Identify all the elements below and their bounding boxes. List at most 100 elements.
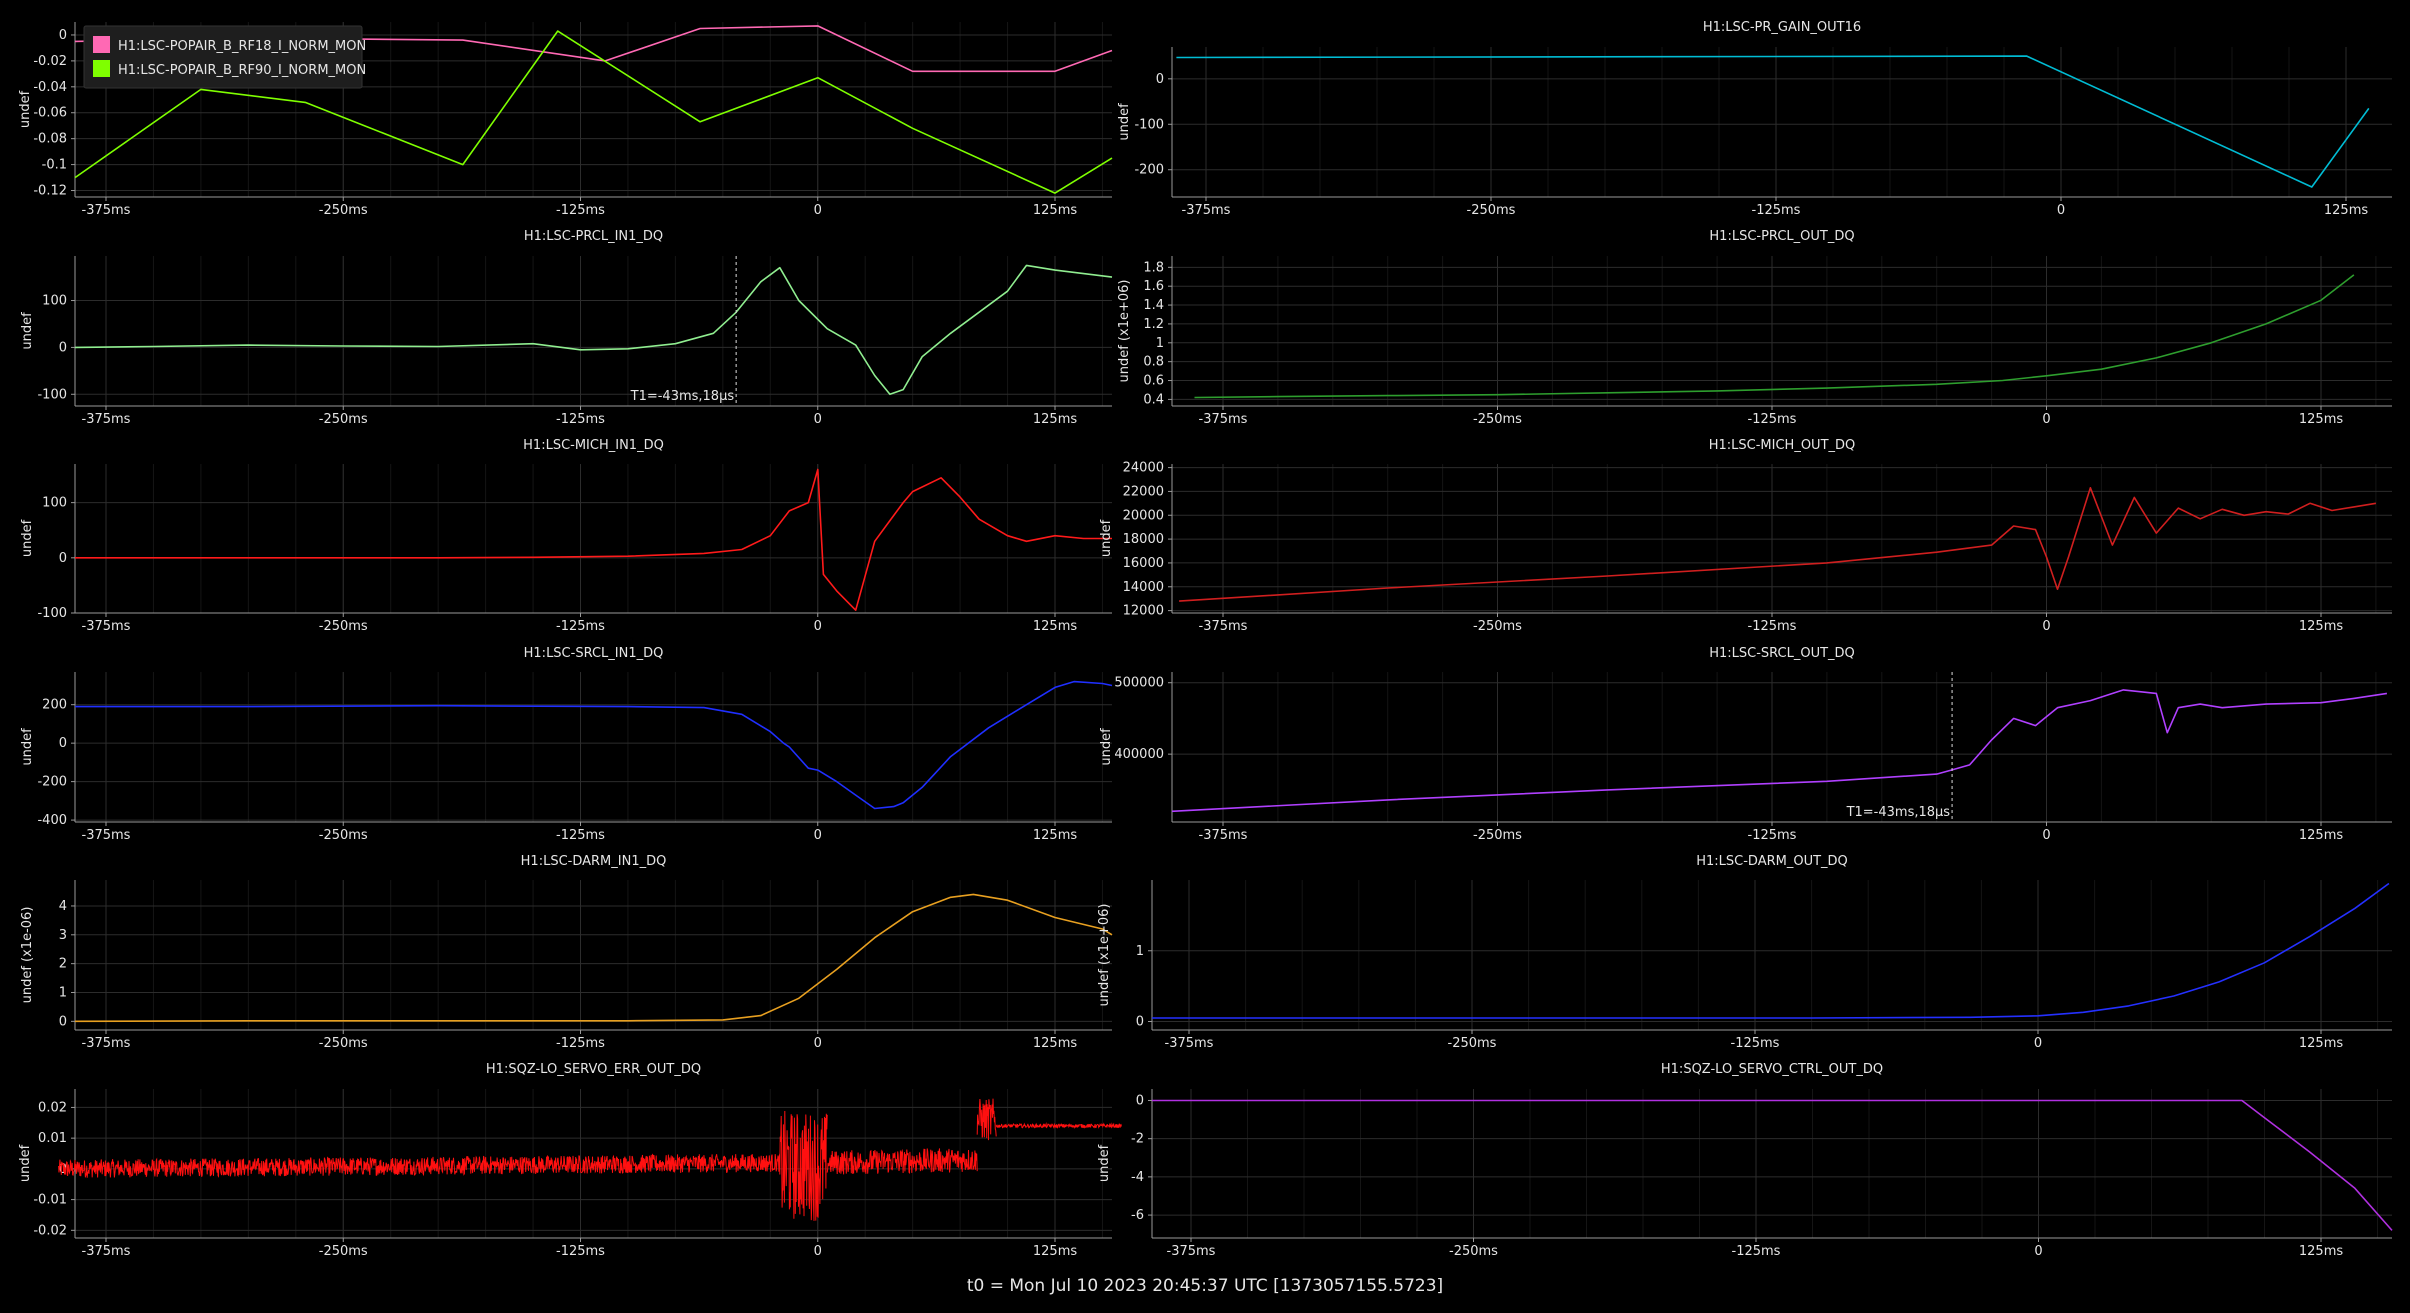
x-tick-label: 125ms: [1033, 619, 1077, 634]
series-line-1: [74, 893, 1113, 1023]
x-tick-label: 0: [2057, 203, 2065, 218]
y-tick-label: 0.8: [1143, 355, 1164, 370]
x-tick-label: -375ms: [1167, 1244, 1216, 1259]
y-tick-label: 500000: [1114, 676, 1164, 691]
x-tick-label: -250ms: [1467, 203, 1516, 218]
y-tick-label: 16000: [1123, 556, 1164, 571]
chart-title: H1:LSC-PR_GAIN_OUT16: [1703, 20, 1861, 35]
x-tick-label: -125ms: [556, 828, 605, 843]
x-tick-label: 125ms: [1033, 828, 1077, 843]
x-tick-label: -375ms: [1199, 828, 1248, 843]
x-tick-label: -375ms: [1199, 619, 1248, 634]
x-tick-label: 125ms: [2299, 412, 2343, 427]
series-line-2: [74, 30, 1113, 194]
x-tick-label: -125ms: [556, 203, 605, 218]
y-tick-label: -200: [37, 775, 67, 790]
y-tick-label: 24000: [1123, 461, 1164, 476]
y-axis-label: undef: [20, 519, 35, 557]
chart-panel-10: -375ms -250ms -125ms 0 125ms 0 1 undef (x1e+06)…: [1097, 854, 2392, 1051]
y-tick-label: 1: [1156, 336, 1164, 351]
series-line-1: [75, 468, 1112, 611]
y-tick-label: 4: [59, 899, 67, 914]
chart-panel-5: -375ms -250ms -125ms 0 125ms 100 0 -100 undef H1:…: [20, 438, 1112, 634]
series-line-1: [75, 680, 1113, 810]
series-line-1: [1176, 55, 2370, 188]
x-tick-label: 0: [814, 1244, 822, 1259]
chart-panel-11: -375ms -250ms -125ms 0 125ms 0.02 0.01 0 -0.01 -0…: [18, 1062, 1122, 1259]
y-axis-label: undef: [20, 312, 35, 350]
noise-trace-4: [976, 1098, 997, 1141]
y-tick-label: 22000: [1123, 484, 1164, 499]
x-tick-label: -250ms: [319, 1036, 368, 1051]
x-tick-label: 0: [2034, 1244, 2042, 1259]
x-tick-label: -250ms: [1449, 1244, 1498, 1259]
y-tick-label: 200: [42, 698, 67, 713]
y-tick-label: -6: [1131, 1208, 1144, 1223]
x-tick-label: -125ms: [1731, 1036, 1780, 1051]
y-tick-label: -0.02: [33, 1223, 67, 1238]
x-tick-label: -125ms: [1748, 412, 1797, 427]
y-tick-label: -100: [1134, 117, 1164, 132]
y-tick-label: -100: [37, 387, 67, 402]
y-tick-label: -0.01: [33, 1193, 67, 1208]
y-axis-label: undef: [1099, 519, 1114, 557]
x-tick-label: -125ms: [1732, 1244, 1781, 1259]
y-tick-label: -0.08: [33, 132, 67, 147]
y-tick-label: 400000: [1114, 747, 1164, 762]
x-tick-label: 0: [814, 203, 822, 218]
y-tick-label: -0.06: [33, 106, 67, 121]
y-tick-label: -4: [1131, 1170, 1144, 1185]
x-tick-label: -375ms: [82, 828, 131, 843]
x-tick-label: -125ms: [556, 412, 605, 427]
x-tick-label: -250ms: [1473, 412, 1522, 427]
y-axis-label: undef (x1e+06): [1117, 280, 1132, 383]
chart-panel-1: -375ms -250ms -125ms 0 125ms 0 -0.02 -0.04 -0.06…: [18, 22, 1113, 218]
chart-panel-8: -375ms -250ms -125ms 0 125ms 400000 500000 unde…: [1099, 646, 2392, 843]
x-tick-label: -375ms: [82, 1244, 131, 1259]
y-tick-label: 0: [59, 340, 67, 355]
x-tick-label: 0: [814, 828, 822, 843]
legend-swatch: [93, 36, 110, 53]
x-tick-label: -250ms: [319, 828, 368, 843]
y-tick-label: 0.01: [38, 1131, 67, 1146]
x-tick-label: 125ms: [1033, 1036, 1077, 1051]
y-tick-label: 100: [42, 294, 67, 309]
y-tick-label: 20000: [1123, 508, 1164, 523]
y-axis-label: undef: [1099, 728, 1114, 766]
y-tick-label: -0.04: [33, 80, 67, 95]
legend-swatch: [93, 60, 110, 77]
noise-trace-5: [995, 1122, 1122, 1130]
y-tick-label: 14000: [1123, 580, 1164, 595]
y-tick-label: -200: [1134, 163, 1164, 178]
series-line-1: [1179, 487, 2377, 602]
chart-panel-4: -375ms -250ms -125ms 0 125ms 0.4 0.6 0.8 1 1.2 1.4…: [1117, 229, 2392, 427]
y-axis-label: undef: [20, 728, 35, 766]
noise-trace-2: [779, 1110, 828, 1221]
x-tick-label: -250ms: [319, 1244, 368, 1259]
x-tick-label: -250ms: [1473, 828, 1522, 843]
x-tick-label: 125ms: [1033, 1244, 1077, 1259]
x-tick-label: 125ms: [2299, 1244, 2343, 1259]
chart-panel-12: -375ms -250ms -125ms 0 125ms 0 -2 -4 -6 undef H1:S…: [1097, 1062, 2393, 1259]
y-tick-label: 1.6: [1143, 279, 1164, 294]
x-tick-label: -375ms: [82, 412, 131, 427]
y-tick-label: -0.02: [33, 54, 67, 69]
y-tick-label: 1.8: [1143, 260, 1164, 275]
chart-title: H1:LSC-DARM_OUT_DQ: [1696, 854, 1848, 869]
y-tick-label: 0.02: [38, 1100, 67, 1115]
y-tick-label: 0: [1156, 72, 1164, 87]
y-tick-label: -100: [37, 606, 67, 621]
x-tick-label: -250ms: [1473, 619, 1522, 634]
x-tick-label: -125ms: [1752, 203, 1801, 218]
y-tick-label: 3: [59, 928, 67, 943]
y-axis-label: undef: [1097, 1144, 1112, 1182]
y-axis-label: undef (x1e-06): [20, 907, 35, 1004]
x-tick-label: 0: [2042, 619, 2050, 634]
x-tick-label: -375ms: [1165, 1036, 1214, 1051]
x-tick-label: -250ms: [319, 203, 368, 218]
y-axis-label: undef: [18, 1144, 33, 1182]
chart-title: H1:LSC-PRCL_OUT_DQ: [1709, 229, 1854, 244]
chart-title: H1:SQZ-LO_SERVO_CTRL_OUT_DQ: [1661, 1062, 1883, 1077]
x-tick-label: -375ms: [82, 203, 131, 218]
